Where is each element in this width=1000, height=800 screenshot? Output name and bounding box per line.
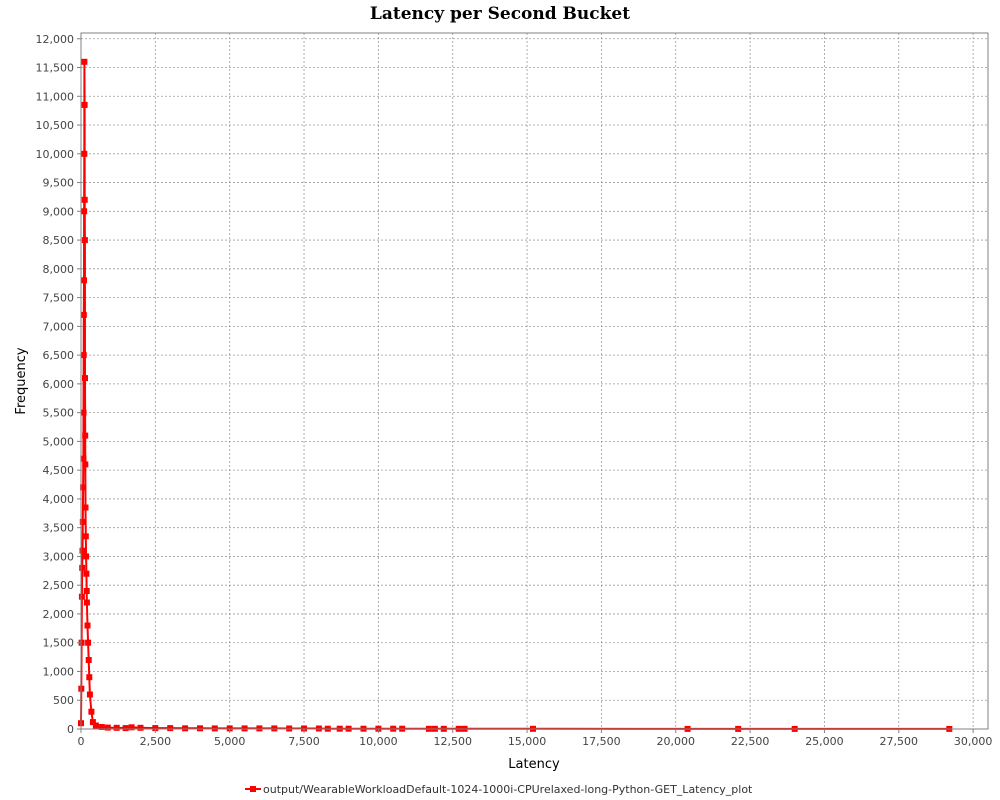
data-point xyxy=(82,461,89,468)
data-point xyxy=(86,674,93,681)
y-tick-label: 3,500 xyxy=(43,522,75,535)
data-point xyxy=(80,352,87,359)
data-point xyxy=(80,311,87,318)
data-point xyxy=(81,58,88,65)
data-point xyxy=(82,432,89,439)
data-point xyxy=(89,719,96,726)
y-tick-label: 6,000 xyxy=(43,378,75,391)
data-point xyxy=(80,484,87,491)
data-point xyxy=(78,593,85,600)
y-tick-label: 9,500 xyxy=(43,177,75,190)
data-point xyxy=(81,237,88,244)
chart-title: Latency per Second Bucket xyxy=(370,4,630,24)
y-tick-label: 7,000 xyxy=(43,320,75,333)
data-point xyxy=(82,504,89,511)
y-tick-label: 3,000 xyxy=(43,550,75,563)
y-tick-label: 12,000 xyxy=(36,33,75,46)
data-point xyxy=(226,725,233,732)
y-tick-label: 5,500 xyxy=(43,407,75,420)
x-tick-label: 10,000 xyxy=(359,735,398,748)
plot-border xyxy=(80,32,989,730)
data-point xyxy=(152,725,159,732)
y-tick-label: 11,000 xyxy=(36,90,75,103)
y-tick-label: 6,500 xyxy=(43,349,75,362)
y-tick-label: 1,000 xyxy=(43,665,75,678)
data-point xyxy=(85,639,92,646)
data-point xyxy=(78,639,85,646)
data-point xyxy=(79,518,86,525)
data-point xyxy=(85,657,92,663)
data-point xyxy=(92,722,99,729)
data-point xyxy=(83,588,90,594)
data-point xyxy=(122,725,129,732)
data-point xyxy=(197,725,203,732)
y-tick-label: 0 xyxy=(67,723,74,736)
data-point xyxy=(86,691,93,698)
legend: output/WearableWorkloadDefault-1024-1000… xyxy=(245,783,753,796)
y-tick-label: 5,000 xyxy=(43,435,75,448)
data-point xyxy=(82,375,88,382)
data-point xyxy=(81,196,88,203)
grid xyxy=(80,33,988,730)
y-tick-label: 7,500 xyxy=(43,292,75,305)
data-point xyxy=(241,725,248,732)
x-tick-label: 7,500 xyxy=(288,735,320,748)
y-axis-label: Frequency xyxy=(14,347,29,414)
y-tick-label: 2,500 xyxy=(43,579,75,592)
data-point xyxy=(128,724,135,731)
data-point xyxy=(80,455,87,462)
y-tick-label: 10,500 xyxy=(36,119,75,132)
x-tick-label: 20,000 xyxy=(657,735,696,748)
plot-area xyxy=(81,33,988,729)
data-point xyxy=(79,564,86,571)
data-point xyxy=(80,409,87,416)
x-tick-label: 15,000 xyxy=(508,735,547,748)
data-point xyxy=(113,724,120,731)
x-axis-label: Latency xyxy=(508,757,560,772)
data-point xyxy=(81,150,88,157)
y-tick-label: 1,500 xyxy=(43,637,75,650)
y-tick-label: 2,000 xyxy=(43,608,75,621)
y-tick-label: 9,000 xyxy=(43,205,75,218)
data-point xyxy=(82,533,89,540)
data-point xyxy=(81,277,87,284)
x-tick-label: 27,500 xyxy=(880,735,919,748)
x-tick-label: 22,500 xyxy=(731,735,770,748)
data-point xyxy=(84,622,91,629)
x-tick-label: 25,000 xyxy=(805,735,844,748)
x-tick-label: 2,500 xyxy=(140,735,172,748)
legend-series-label: output/WearableWorkloadDefault-1024-1000… xyxy=(263,783,753,796)
x-tick-label: 30,000 xyxy=(954,735,993,748)
x-tick-label: 12,500 xyxy=(433,735,472,748)
data-point xyxy=(83,553,90,560)
data-point xyxy=(167,725,174,732)
data-point xyxy=(81,101,88,108)
y-tick-label: 500 xyxy=(53,694,74,707)
x-tick-label: 5,000 xyxy=(214,735,246,748)
y-tick-label: 8,000 xyxy=(43,263,75,276)
y-axis: 0 500 1,000 1,500 2,000 2,500 3,000 3,500 4,000 4… xyxy=(36,33,81,736)
y-tick-label: 11,500 xyxy=(36,62,75,75)
y-tick-label: 10,000 xyxy=(36,148,75,161)
data-point xyxy=(211,725,218,732)
y-tick-label: 4,000 xyxy=(43,493,75,506)
data-point xyxy=(83,570,90,577)
data-point xyxy=(271,725,278,732)
data-point xyxy=(182,725,189,732)
x-tick-label: 17,500 xyxy=(582,735,621,748)
data-point xyxy=(83,599,90,606)
y-tick-label: 4,500 xyxy=(43,464,75,477)
data-point xyxy=(137,724,144,731)
x-axis: 0 2,500 5,000 7,500 10,000 12,500 15,000 17,500… xyxy=(78,729,993,748)
data-point xyxy=(88,708,95,715)
data-point xyxy=(79,547,86,554)
data-point xyxy=(81,208,88,215)
x-tick-label: 0 xyxy=(78,735,85,748)
legend-marker-swatch xyxy=(250,786,256,792)
data-point xyxy=(256,725,263,732)
data-point xyxy=(98,724,105,730)
data-point xyxy=(104,724,111,731)
y-tick-label: 8,500 xyxy=(43,234,75,247)
